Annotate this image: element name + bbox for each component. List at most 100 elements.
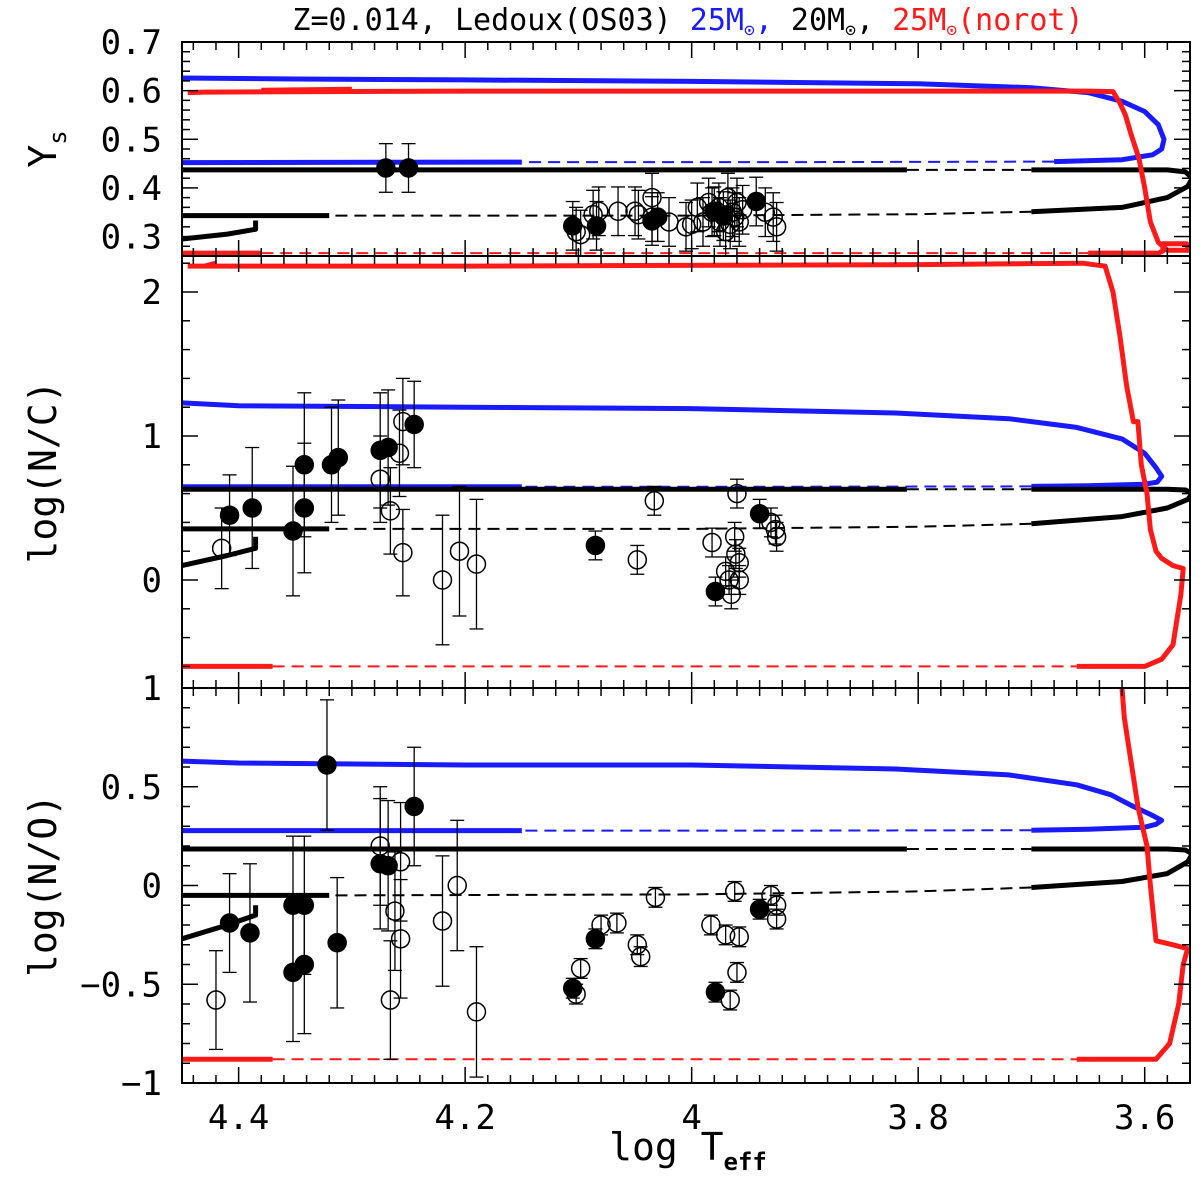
star-open-marker bbox=[449, 541, 470, 561]
star-point bbox=[687, 182, 708, 233]
star-filled-marker bbox=[586, 216, 607, 236]
series-line-Ys-12 bbox=[261, 86, 352, 93]
star-open-marker bbox=[466, 1002, 487, 1022]
panel-Ys: 0.3 0.4 0.5 0.6 0.7 Ys bbox=[21, 23, 1191, 258]
star-point bbox=[591, 914, 611, 936]
star-filled-marker bbox=[240, 923, 260, 943]
x-axis-label-main: log T bbox=[609, 1125, 723, 1169]
star-point bbox=[432, 514, 453, 646]
title-part-1: 25M bbox=[690, 3, 744, 38]
series-line-Ys-6 bbox=[329, 210, 1032, 217]
star-open-marker bbox=[627, 935, 648, 955]
series-line-NO-11 bbox=[1076, 688, 1190, 1062]
star-point bbox=[586, 200, 607, 251]
star-open-marker bbox=[720, 990, 740, 1010]
star-point bbox=[720, 989, 740, 1011]
star-open-marker bbox=[393, 542, 413, 563]
star-point bbox=[389, 409, 410, 498]
y-tick-label: 0 bbox=[142, 561, 162, 601]
star-open-marker bbox=[644, 491, 665, 511]
star-point bbox=[766, 521, 787, 552]
star-open-marker bbox=[583, 204, 603, 225]
x-axis-label-sub: eff bbox=[724, 1148, 767, 1176]
star-point bbox=[466, 498, 487, 630]
star-open-marker bbox=[607, 913, 627, 933]
title-part-0: Z=0.014, Ledoux(OS03) bbox=[292, 3, 689, 38]
title-part-2: 20M bbox=[773, 3, 845, 38]
x-tick-label: 4.2 bbox=[434, 1098, 495, 1138]
star-point bbox=[766, 908, 787, 930]
star-filled-marker bbox=[376, 158, 396, 178]
star-open-marker bbox=[724, 527, 745, 547]
star-open-marker bbox=[681, 214, 702, 235]
panels: 0.3 0.4 0.5 0.6 0.7 Ys 0 1 2 log(N/C) −1 −0.5 0 0.5 1 l… bbox=[21, 23, 1191, 1138]
star-open-marker bbox=[702, 532, 722, 553]
star-point bbox=[398, 142, 419, 193]
star-point bbox=[729, 564, 749, 596]
plot-area bbox=[182, 688, 1190, 1078]
star-point bbox=[219, 873, 240, 974]
star-point bbox=[378, 799, 398, 932]
star-point bbox=[715, 924, 736, 946]
star-point bbox=[376, 142, 396, 193]
star-point bbox=[283, 465, 303, 597]
star-point bbox=[206, 950, 226, 1051]
star-filled-marker bbox=[242, 498, 262, 518]
star-point bbox=[729, 926, 749, 948]
title-part-3: 25M bbox=[874, 3, 946, 38]
star-open-marker bbox=[763, 207, 783, 227]
series-line-Ys-8 bbox=[182, 220, 259, 242]
y-tick-label: 0.4 bbox=[101, 169, 162, 209]
title-sun-1: ⊙ bbox=[744, 20, 755, 41]
star-filled-marker bbox=[328, 447, 349, 468]
star-filled-marker bbox=[585, 535, 606, 556]
star-point bbox=[404, 380, 424, 469]
star-point bbox=[727, 961, 747, 983]
chart-title: Z=0.014, Ledoux(OS03) 25M⊙, 20M⊙, 25M⊙(n… bbox=[292, 3, 1083, 41]
series-line-NC-0 bbox=[182, 400, 1165, 489]
star-open-marker bbox=[380, 990, 401, 1010]
star-open-marker bbox=[766, 909, 787, 929]
series-line-NC-5 bbox=[1031, 486, 1190, 527]
star-point bbox=[370, 786, 390, 906]
star-point bbox=[562, 200, 583, 251]
star-point bbox=[240, 863, 260, 1003]
star-point bbox=[766, 201, 787, 252]
star-point bbox=[583, 189, 603, 240]
star-open-marker bbox=[766, 217, 787, 237]
star-filled-marker bbox=[705, 581, 726, 602]
star-point bbox=[380, 467, 401, 555]
star-open-marker bbox=[729, 927, 749, 947]
y-tick-label: 0 bbox=[142, 867, 162, 907]
star-point bbox=[294, 442, 315, 574]
star-filled-marker bbox=[378, 437, 398, 458]
star-point bbox=[608, 186, 628, 237]
series-line-NO-0 bbox=[182, 758, 1165, 833]
star-open-marker bbox=[432, 570, 453, 590]
star-open-marker bbox=[645, 887, 666, 908]
star-filled-marker bbox=[705, 982, 726, 1002]
star-filled-marker bbox=[294, 498, 315, 518]
y-tick-label: 1 bbox=[142, 417, 162, 457]
star-point bbox=[380, 940, 401, 1060]
star-point bbox=[702, 527, 722, 558]
star-open-marker bbox=[627, 550, 648, 570]
series-line-NO-8 bbox=[182, 905, 259, 942]
x-axis-label: log Teff bbox=[609, 1125, 767, 1176]
star-point bbox=[447, 819, 467, 952]
star-point bbox=[763, 192, 783, 243]
series-line-NO-5 bbox=[1031, 846, 1190, 890]
star-point bbox=[211, 507, 232, 590]
star-open-marker bbox=[766, 527, 787, 547]
star-point bbox=[219, 474, 240, 557]
y-axis-label: log(N/C) bbox=[21, 380, 65, 563]
star-point bbox=[585, 928, 606, 950]
star-open-marker bbox=[389, 443, 410, 464]
star-point bbox=[370, 435, 390, 524]
y-tick-label: 2 bbox=[142, 273, 162, 313]
star-filled-marker bbox=[404, 414, 424, 435]
star-point bbox=[566, 983, 586, 1005]
star-open-marker bbox=[729, 212, 749, 232]
star-point bbox=[644, 485, 665, 516]
